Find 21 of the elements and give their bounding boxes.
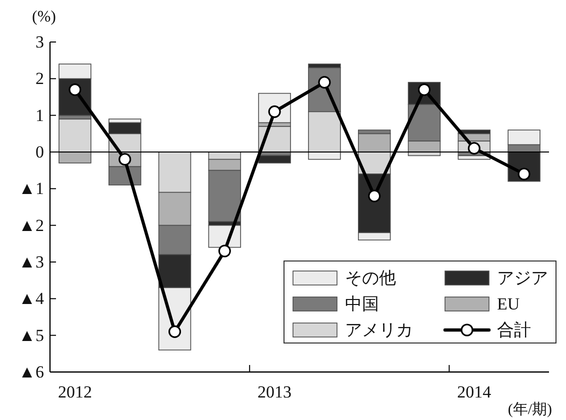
xlabel: (年/期) [508, 402, 552, 418]
xtick-label: 2013 [258, 382, 292, 402]
legend-label: アメリカ [345, 320, 413, 340]
ytick-label: ▲4 [18, 289, 44, 308]
ytick-label: ▲3 [18, 252, 44, 272]
xtick-label: 2012 [58, 382, 92, 402]
ytick-label: ▲2 [18, 216, 44, 235]
ytick-label: 0 [36, 142, 44, 162]
legend-label: 中国 [345, 294, 379, 314]
legend-label: アジア [497, 268, 548, 288]
xtick-label: 2014 [457, 382, 492, 402]
ytick-label: ▲1 [18, 179, 44, 198]
legend-label: EU [497, 294, 520, 314]
ytick-label: 1 [36, 106, 44, 125]
ylabel: (%) [32, 8, 56, 26]
ytick-label: 2 [36, 69, 44, 88]
ytick-label: ▲5 [18, 326, 44, 345]
ytick-label: ▲6 [18, 362, 44, 382]
ytick-label: 3 [36, 32, 44, 52]
legend-label: 合計 [497, 320, 531, 340]
legend-label: その他 [345, 268, 396, 288]
